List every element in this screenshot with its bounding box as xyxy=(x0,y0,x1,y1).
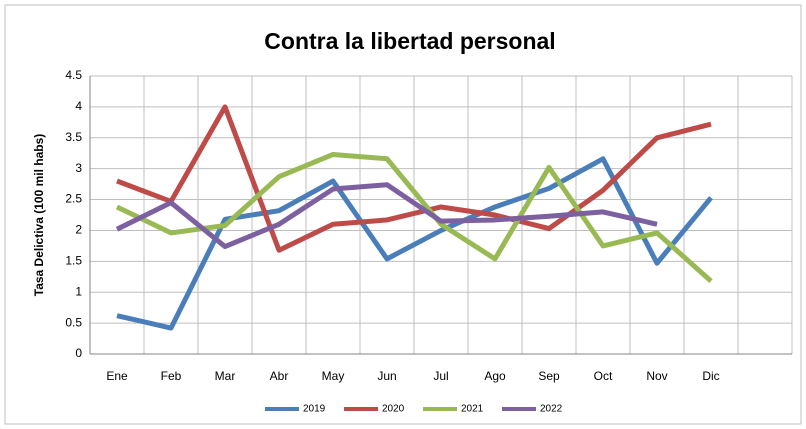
y-tick-label: 1 xyxy=(75,284,82,298)
y-tick-label: 0 xyxy=(75,346,82,360)
x-tick-label: Ago xyxy=(484,369,506,383)
x-tick-label: Sep xyxy=(538,369,560,383)
y-tick-label: 0.5 xyxy=(65,315,82,329)
x-tick-label: Oct xyxy=(594,369,613,383)
line-series xyxy=(116,104,712,253)
legend-label: 2019 xyxy=(303,404,326,415)
chart-title: Contra la libertad personal xyxy=(264,28,555,54)
y-tick-label: 2.5 xyxy=(65,192,82,206)
x-tick-label: Dic xyxy=(702,369,719,383)
x-tick-label: Jul xyxy=(433,369,448,383)
line-series xyxy=(115,151,713,283)
y-axis-label: Tasa Delictiva (100 mil habs) xyxy=(32,134,46,297)
x-tick-label: Jun xyxy=(377,369,396,383)
x-tick-label: Abr xyxy=(270,369,289,383)
x-tick-label: Nov xyxy=(646,369,667,383)
y-tick-label: 1.5 xyxy=(65,254,82,268)
x-tick-label: May xyxy=(322,369,345,383)
y-tick-label: 2 xyxy=(75,223,82,237)
legend-label: 2020 xyxy=(382,404,405,415)
y-tick-label: 4 xyxy=(75,99,82,113)
x-tick-label: Mar xyxy=(215,369,236,383)
line-series xyxy=(115,182,658,250)
legend-label: 2021 xyxy=(461,404,484,415)
x-tick-label: Ene xyxy=(106,369,128,383)
y-tick-label: 3 xyxy=(75,161,82,175)
legend-label: 2022 xyxy=(540,404,563,415)
y-tick-label: 3.5 xyxy=(65,130,82,144)
x-tick-label: Feb xyxy=(161,369,182,383)
y-tick-label: 4.5 xyxy=(65,68,82,82)
